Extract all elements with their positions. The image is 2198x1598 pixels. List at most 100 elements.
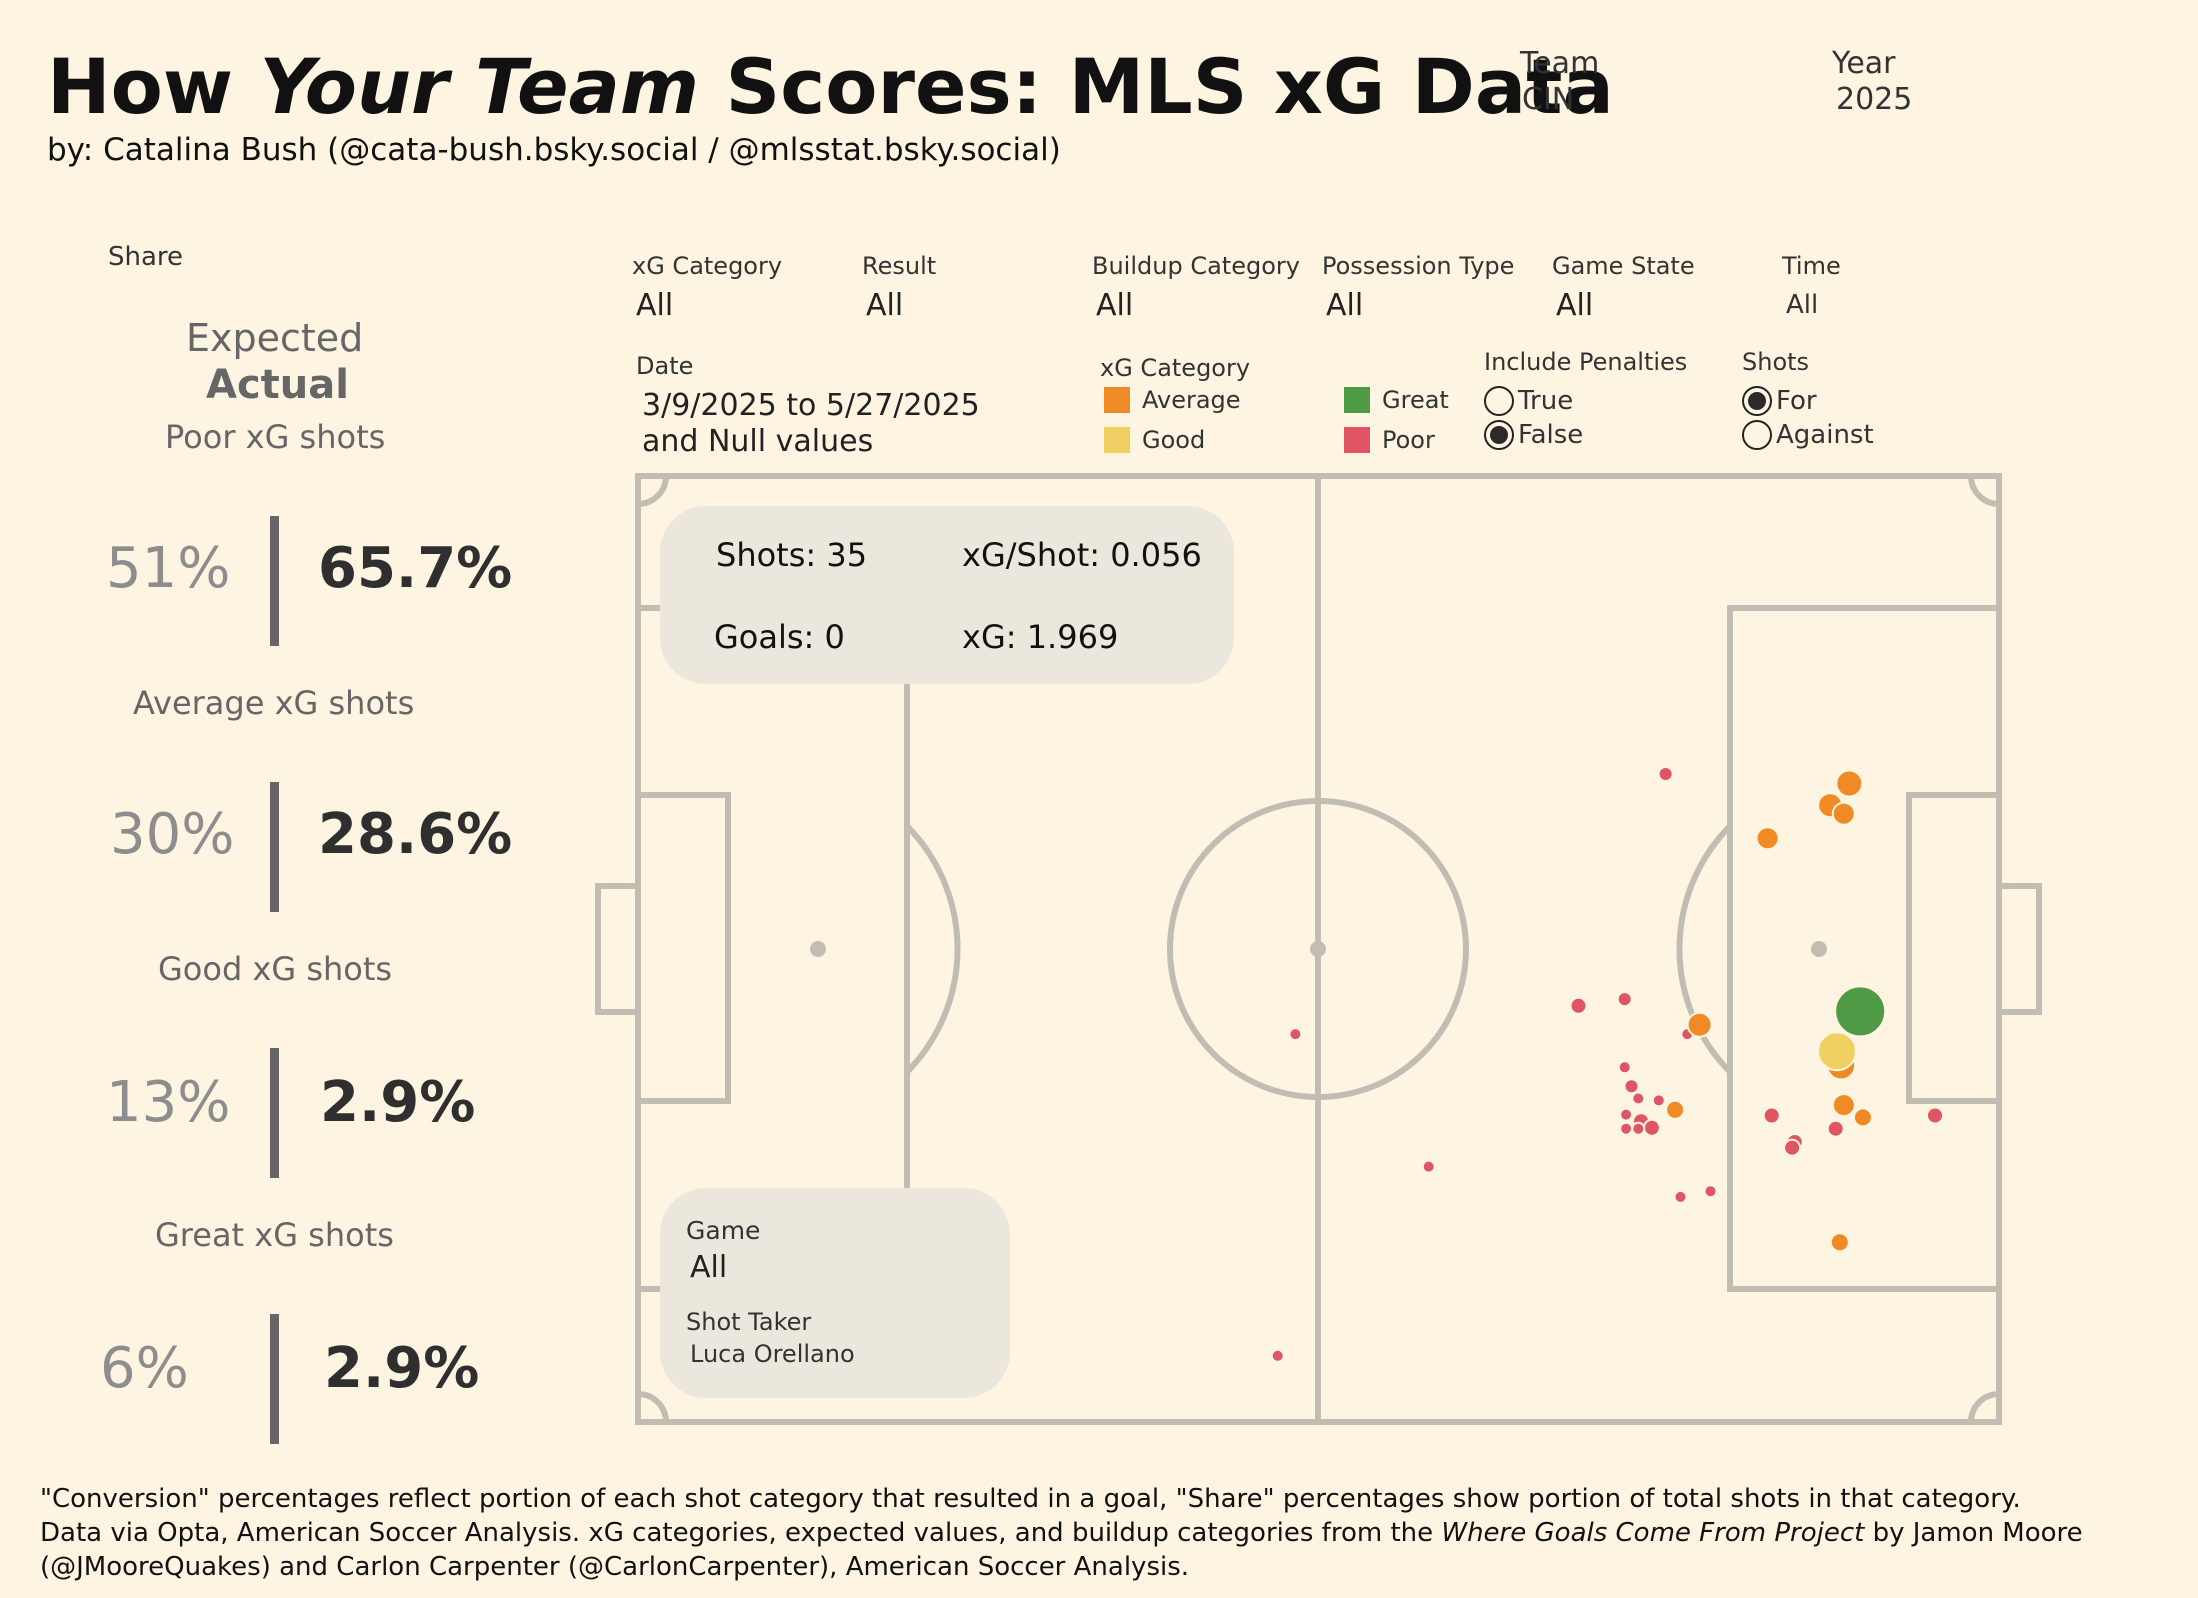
shot-poor-23[interactable] (1270, 1348, 1285, 1363)
radio-icon (1742, 420, 1772, 450)
divider (270, 1314, 279, 1444)
expected-label: Expected (186, 316, 364, 360)
shot-average-8[interactable] (1665, 1099, 1686, 1120)
center-circle (1167, 798, 1469, 1100)
time-filter[interactable]: All (1786, 290, 1819, 320)
game-filter-label: Game (686, 1216, 761, 1245)
shot-poor-12[interactable] (1651, 1093, 1666, 1108)
legend-item-poor[interactable]: Poor (1344, 426, 1435, 454)
shot-poor-13[interactable] (1642, 1118, 1661, 1137)
shot-average-7[interactable] (1831, 1093, 1856, 1118)
penalties-true-option[interactable]: True (1484, 386, 1573, 416)
shot-poor-2[interactable] (1288, 1027, 1303, 1042)
legend-swatch-average (1104, 387, 1130, 413)
radio-selected-icon (1484, 420, 1514, 450)
buildup-filter-label: Buildup Category (1092, 252, 1300, 280)
category-good-label: Good xG shots (158, 950, 393, 988)
xg-category-filter-label: xG Category (632, 252, 783, 280)
shot-poor-8[interactable] (1631, 1091, 1646, 1106)
shot-poor-19[interactable] (1926, 1106, 1944, 1125)
category-poor-expected: 51% (106, 536, 231, 601)
game-filter[interactable]: All (690, 1250, 728, 1285)
penalties-false-option[interactable]: False (1484, 420, 1583, 450)
shots-toggle-label: Shots (1742, 348, 1810, 376)
xg-category-filter[interactable]: All (636, 288, 674, 323)
shot-poor-14[interactable] (1631, 1121, 1646, 1136)
category-average-actual: 28.6% (318, 802, 513, 867)
game-filter-card (660, 1188, 1010, 1398)
buildup-filter[interactable]: All (1096, 288, 1134, 323)
shot-poor-4[interactable] (1616, 991, 1633, 1008)
shot-poor-18[interactable] (1783, 1138, 1802, 1157)
category-great-label: Great xG shots (155, 1216, 394, 1254)
shot-poor-1[interactable] (1657, 766, 1674, 782)
shot-average-3[interactable] (1831, 801, 1856, 826)
shot-poor-21[interactable] (1703, 1184, 1718, 1199)
shot-average-5[interactable] (1686, 1011, 1713, 1038)
center-spot (1310, 941, 1326, 957)
penalties-label: Include Penalties (1484, 348, 1688, 376)
shot-poor-3[interactable] (1569, 996, 1588, 1015)
legend-swatch-good (1104, 427, 1130, 453)
possession-filter[interactable]: All (1326, 288, 1364, 323)
goals-count: Goals: 0 (714, 618, 845, 656)
right-penalty-box (1727, 605, 2002, 1292)
byline: by: Catalina Bush (@cata-bush.bsky.socia… (47, 132, 1061, 168)
divider (270, 516, 279, 646)
game-state-filter[interactable]: All (1556, 288, 1594, 323)
right-penalty-spot (1811, 941, 1827, 957)
shot-average-4[interactable] (1755, 826, 1780, 851)
result-filter-label: Result (862, 252, 937, 280)
shots-count: Shots: 35 (716, 536, 868, 574)
corner-tr (1968, 475, 2000, 507)
team-filter-value[interactable]: CIN (1522, 82, 1575, 117)
category-great-actual: 2.9% (324, 1336, 480, 1401)
legend-title: xG Category (1100, 354, 1251, 382)
corner-tl (637, 475, 669, 507)
game-state-filter-label: Game State (1552, 252, 1695, 280)
footer-notes: "Conversion" percentages reflect portion… (40, 1482, 2170, 1584)
shot-good-1[interactable] (1817, 1031, 1857, 1072)
shot-poor-7[interactable] (1623, 1078, 1640, 1095)
shot-poor-6[interactable] (1617, 1060, 1632, 1075)
legend-item-good[interactable]: Good (1104, 426, 1205, 454)
category-average-label: Average xG shots (133, 684, 415, 722)
legend-item-average[interactable]: Average (1104, 386, 1241, 414)
shot-poor-20[interactable] (1673, 1189, 1688, 1204)
possession-filter-label: Possession Type (1322, 252, 1515, 280)
date-filter-range[interactable]: 3/9/2025 to 5/27/2025 (642, 388, 980, 423)
shot-poor-22[interactable] (1421, 1159, 1436, 1174)
category-poor-actual: 65.7% (318, 536, 513, 601)
shot-poor-15[interactable] (1762, 1106, 1781, 1125)
shot-taker-label: Shot Taker (686, 1308, 812, 1336)
year-filter-label: Year (1832, 46, 1896, 81)
page-title: How Your Team Scores: MLS xG Data (47, 42, 1614, 131)
shots-against-option[interactable]: Against (1742, 420, 1874, 450)
radio-icon (1484, 386, 1514, 416)
category-poor-label: Poor xG shots (165, 418, 386, 456)
shot-poor-11[interactable] (1619, 1121, 1634, 1136)
right-arc (1676, 823, 1733, 1075)
left-goal (595, 883, 641, 1015)
shot-poor-10[interactable] (1619, 1107, 1634, 1122)
shot-great-1[interactable] (1834, 985, 1887, 1038)
category-average-expected: 30% (110, 802, 235, 867)
shot-average-1[interactable] (1835, 769, 1864, 798)
footer-line-2: Data via Opta, American Soccer Analysis.… (40, 1518, 2083, 1582)
shots-for-option[interactable]: For (1742, 386, 1817, 416)
shot-average-10[interactable] (1829, 1232, 1850, 1253)
legend-swatch-great (1344, 387, 1370, 413)
corner-bl (637, 1391, 669, 1423)
actual-label: Actual (206, 362, 349, 408)
year-filter-value[interactable]: 2025 (1836, 82, 1913, 117)
legend-item-great[interactable]: Great (1344, 386, 1449, 414)
radio-selected-icon (1742, 386, 1772, 416)
left-penalty-spot (810, 941, 826, 957)
divider (270, 782, 279, 912)
shot-poor-16[interactable] (1826, 1119, 1845, 1138)
divider (270, 1048, 279, 1178)
result-filter[interactable]: All (866, 288, 904, 323)
shot-taker-filter[interactable]: Luca Orellano (690, 1340, 855, 1368)
shot-average-9[interactable] (1852, 1107, 1873, 1128)
